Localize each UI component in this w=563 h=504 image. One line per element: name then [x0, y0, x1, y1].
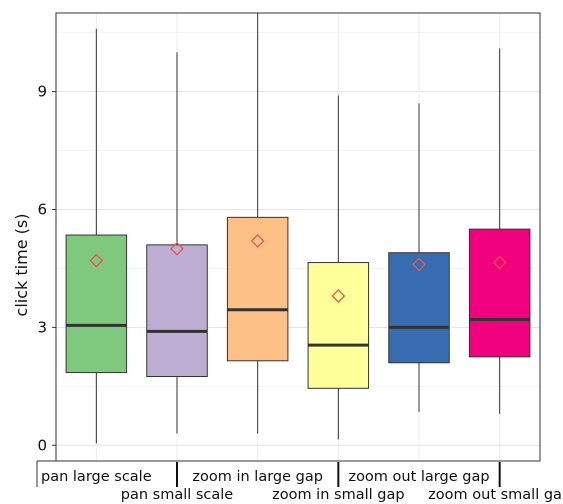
box-group	[65, 28, 128, 444]
iqr-box	[65, 234, 128, 374]
x-category-label: zoom out small gap	[428, 487, 563, 503]
plot-panel-border	[55, 12, 541, 462]
box-group	[388, 103, 450, 412]
mean-marker	[89, 253, 104, 268]
mean-marker	[331, 289, 346, 303]
iqr-box	[388, 252, 450, 364]
iqr-box	[146, 244, 208, 378]
x-category-label: zoom out large gap	[348, 469, 489, 485]
iqr-box	[226, 216, 289, 362]
y-tick-label: 6	[37, 200, 47, 218]
mean-marker	[250, 234, 265, 248]
axis-layer: 0 3 6 9 pan large scale pan small scale zoom i…	[36, 83, 563, 503]
box-group	[226, 13, 289, 434]
mean-marker	[492, 255, 507, 270]
x-category-label: zoom in large gap	[192, 469, 323, 485]
x-category-label: pan large scale	[41, 469, 152, 485]
y-tick-label: 9	[37, 83, 47, 101]
grid-layer	[56, 13, 540, 461]
mean-marker	[412, 257, 426, 272]
x-category-label: zoom in small gap	[272, 487, 404, 503]
box-group	[468, 48, 531, 414]
mean-marker	[170, 241, 184, 256]
box-group	[307, 95, 370, 440]
y-axis-title: click time (s)	[12, 214, 31, 317]
boxes-layer	[65, 13, 531, 444]
x-category-label: pan small scale	[121, 487, 234, 503]
box-group	[146, 52, 208, 434]
iqr-box	[468, 228, 531, 358]
iqr-box	[307, 262, 370, 389]
y-tick-label: 0	[37, 436, 47, 454]
y-tick-label: 3	[37, 318, 47, 336]
